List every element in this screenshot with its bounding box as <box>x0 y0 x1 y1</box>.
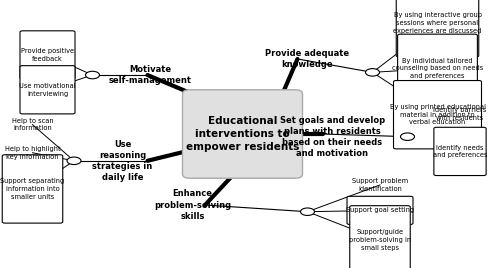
Text: Enhance
problem-solving
skills: Enhance problem-solving skills <box>154 189 231 221</box>
Text: Provide positive
feedback: Provide positive feedback <box>21 48 74 62</box>
Circle shape <box>366 69 380 76</box>
Circle shape <box>400 133 414 140</box>
FancyBboxPatch shape <box>20 31 75 79</box>
Text: Help to scan
information: Help to scan information <box>12 118 53 132</box>
Text: By individual tailored
counseling based on needs
and preferences: By individual tailored counseling based … <box>392 58 483 79</box>
Circle shape <box>86 71 100 79</box>
Text: By using interactive group
sessions where personal
experiences are discussed: By using interactive group sessions wher… <box>394 12 482 34</box>
FancyBboxPatch shape <box>394 81 482 149</box>
Text: Support separating
information into
smaller units: Support separating information into smal… <box>0 178 64 200</box>
FancyBboxPatch shape <box>396 0 479 57</box>
FancyBboxPatch shape <box>347 196 413 225</box>
Text: Provide adequate
knowledge: Provide adequate knowledge <box>266 49 349 69</box>
Text: Support goal setting: Support goal setting <box>346 207 414 213</box>
FancyBboxPatch shape <box>20 66 75 114</box>
Text: Support problem
identification: Support problem identification <box>352 178 408 192</box>
Text: Motivate
self-management: Motivate self-management <box>108 65 192 85</box>
Text: Help to highlight
key information: Help to highlight key information <box>4 146 60 160</box>
Text: Support/guide
problem-solving in
small steps: Support/guide problem-solving in small s… <box>349 229 411 251</box>
FancyBboxPatch shape <box>398 34 477 102</box>
Text: Use motivational
interviewing: Use motivational interviewing <box>19 83 76 97</box>
Text: Use
reasoning
strategies in
daily life: Use reasoning strategies in daily life <box>92 140 152 182</box>
FancyBboxPatch shape <box>182 90 302 178</box>
Text: Set goals and develop
plans with residents
based on their needs
and motivation: Set goals and develop plans with residen… <box>280 116 385 158</box>
Circle shape <box>300 208 314 215</box>
Text: Educational
interventions to
empower residents: Educational interventions to empower res… <box>186 116 299 152</box>
Text: Identify needs
and preferences: Identify needs and preferences <box>433 144 487 158</box>
FancyBboxPatch shape <box>434 127 486 176</box>
FancyBboxPatch shape <box>350 206 410 268</box>
Text: Identify barriers
with residents: Identify barriers with residents <box>434 107 486 121</box>
FancyBboxPatch shape <box>2 155 63 223</box>
Text: By using printed educational
material in addition to
verbal education: By using printed educational material in… <box>390 104 486 125</box>
Circle shape <box>67 157 81 165</box>
